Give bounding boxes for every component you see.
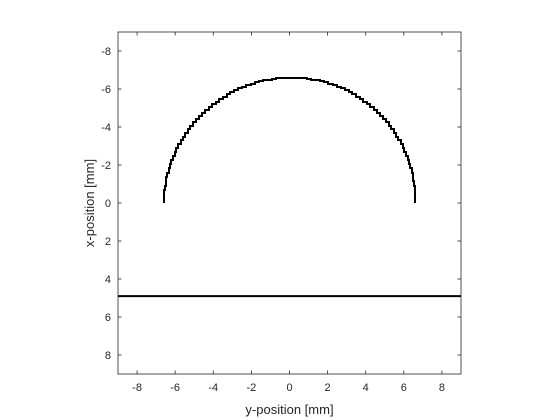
x-tick-label: -2 [246,382,256,394]
x-axis-label: y-position [mm] [245,402,333,417]
y-tick-label: -2 [101,160,111,172]
x-tick-label: -6 [170,382,180,394]
y-tick-label: -8 [101,46,111,58]
x-tick-label: -4 [208,382,218,394]
y-tick-label: -4 [101,122,111,134]
y-tick-label: 8 [105,350,111,362]
x-tick-label: 4 [363,382,369,394]
plot-area [118,32,461,374]
x-tick-label: 6 [401,382,407,394]
y-tick-label: 4 [105,274,111,286]
y-tick-label: -6 [101,84,111,96]
data-layer [118,77,461,298]
y-axis-label: x-position [mm] [82,159,97,247]
x-tick-label: -8 [132,382,142,394]
x-tick-label: 8 [439,382,445,394]
x-tick-label: 0 [286,382,292,394]
y-tick-label: 6 [105,312,111,324]
y-tick-label: 0 [105,198,111,210]
tick-layer: -8 -6 -4 -2 0 2 4 6 8 -8 -6 -4 -2 0 2 4 6 8 [101,32,461,394]
arc-series [163,77,416,203]
x-tick-label: 2 [325,382,331,394]
y-tick-label: 2 [105,236,111,248]
